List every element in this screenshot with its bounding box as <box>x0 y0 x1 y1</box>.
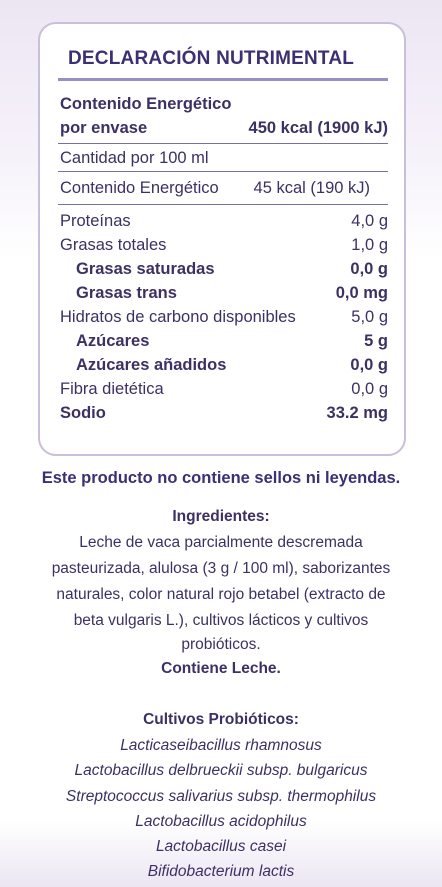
energy-100-label: Contenido Energético <box>60 179 219 197</box>
nutrient-row: Fibra dietética 0,0 g <box>58 377 388 401</box>
nutrient-value: 5,0 g <box>351 308 388 326</box>
nutrient-label: Azúcares <box>76 332 150 350</box>
culture-item: Lactobacillus delbrueckii subsp. bulgari… <box>74 762 368 779</box>
energy-package-row-line2: por envase 450 kcal (1900 kJ) <box>58 116 388 140</box>
divider <box>58 204 388 205</box>
nutrient-value: 1,0 g <box>351 236 388 254</box>
nutrient-row: Grasas totales 1,0 g <box>58 233 388 257</box>
ingredients-heading: Ingredientes: <box>172 508 270 525</box>
per-100-label: Cantidad por 100 ml <box>60 149 209 167</box>
no-seals-notice: Este producto no contiene sellos ni leye… <box>41 469 401 487</box>
nutrient-value: 0,0 g <box>350 356 388 374</box>
nutrient-label: Grasas totales <box>60 236 167 254</box>
ingredients-line: Leche de vaca parcialmente descremada <box>79 534 363 551</box>
per-100-row: Cantidad por 100 ml <box>58 146 388 170</box>
energy-100-row: Contenido Energético 45 kcal (190 kJ) <box>58 176 388 200</box>
nutrient-value: 4,0 g <box>351 212 388 230</box>
nutrient-row: Grasas saturadas 0,0 g <box>58 257 388 281</box>
nutrient-row: Grasas trans 0,0 mg <box>58 281 388 305</box>
ingredients-line: beta vulgaris L.), cultivos lácticos y c… <box>73 612 369 629</box>
nutrient-value: 0,0 g <box>350 260 388 278</box>
energy-package-label-line1: Contenido Energético <box>60 95 232 113</box>
nutrient-row: Sodio 33.2 mg <box>58 401 388 425</box>
nutrient-row: Proteínas 4,0 g <box>58 209 388 233</box>
nutrient-value: 0,0 mg <box>335 284 388 302</box>
culture-item: Bifidobacterium lactis <box>147 863 295 880</box>
nutrient-label: Fibra dietética <box>60 380 164 398</box>
energy-100-value: 45 kcal (190 kJ) <box>253 179 370 197</box>
nutrient-row: Hidratos de carbono disponibles 5,0 g <box>58 305 388 329</box>
allergen-statement: Contiene Leche. <box>161 660 281 677</box>
nutrition-panel: DECLARACIÓN NUTRIMENTAL Contenido Energé… <box>38 22 406 456</box>
energy-package-label-line2: por envase <box>60 119 148 137</box>
nutrient-value: 5 g <box>364 332 388 350</box>
culture-item: Lactobacillus acidophilus <box>135 813 307 830</box>
culture-item: Lacticaseibacillus rhamnosus <box>120 737 322 754</box>
nutrient-row: Azúcares añadidos 0,0 g <box>58 353 388 377</box>
culture-item: Lactobacillus casei <box>155 838 287 855</box>
energy-package-value: 450 kcal (1900 kJ) <box>248 119 388 137</box>
energy-package-row-line1: Contenido Energético <box>58 92 388 116</box>
culture-item: Streptococcus salivarius subsp. thermoph… <box>65 788 377 805</box>
ingredients-line: pasteurizada, alulosa (3 g / 100 ml), sa… <box>51 560 391 577</box>
nutrient-row: Azúcares 5 g <box>58 329 388 353</box>
nutrient-label: Proteínas <box>60 212 131 230</box>
nutrient-label: Grasas trans <box>76 284 177 302</box>
nutrient-label: Hidratos de carbono disponibles <box>60 308 296 326</box>
ingredients-line: naturales, color natural rojo betabel (e… <box>56 586 386 603</box>
nutrient-label: Azúcares añadidos <box>76 356 227 374</box>
background-fade <box>0 820 442 887</box>
nutrient-value: 0,0 g <box>351 380 388 398</box>
nutrient-label: Grasas saturadas <box>76 260 215 278</box>
panel-title: DECLARACIÓN NUTRIMENTAL <box>68 48 355 69</box>
title-divider <box>58 78 388 81</box>
nutrient-value: 33.2 mg <box>326 404 388 422</box>
ingredients-line: probióticos. <box>181 636 261 653</box>
nutrient-label: Sodio <box>60 404 106 422</box>
divider <box>58 171 388 172</box>
cultures-heading: Cultivos Probióticos: <box>143 711 299 728</box>
divider <box>58 143 388 144</box>
